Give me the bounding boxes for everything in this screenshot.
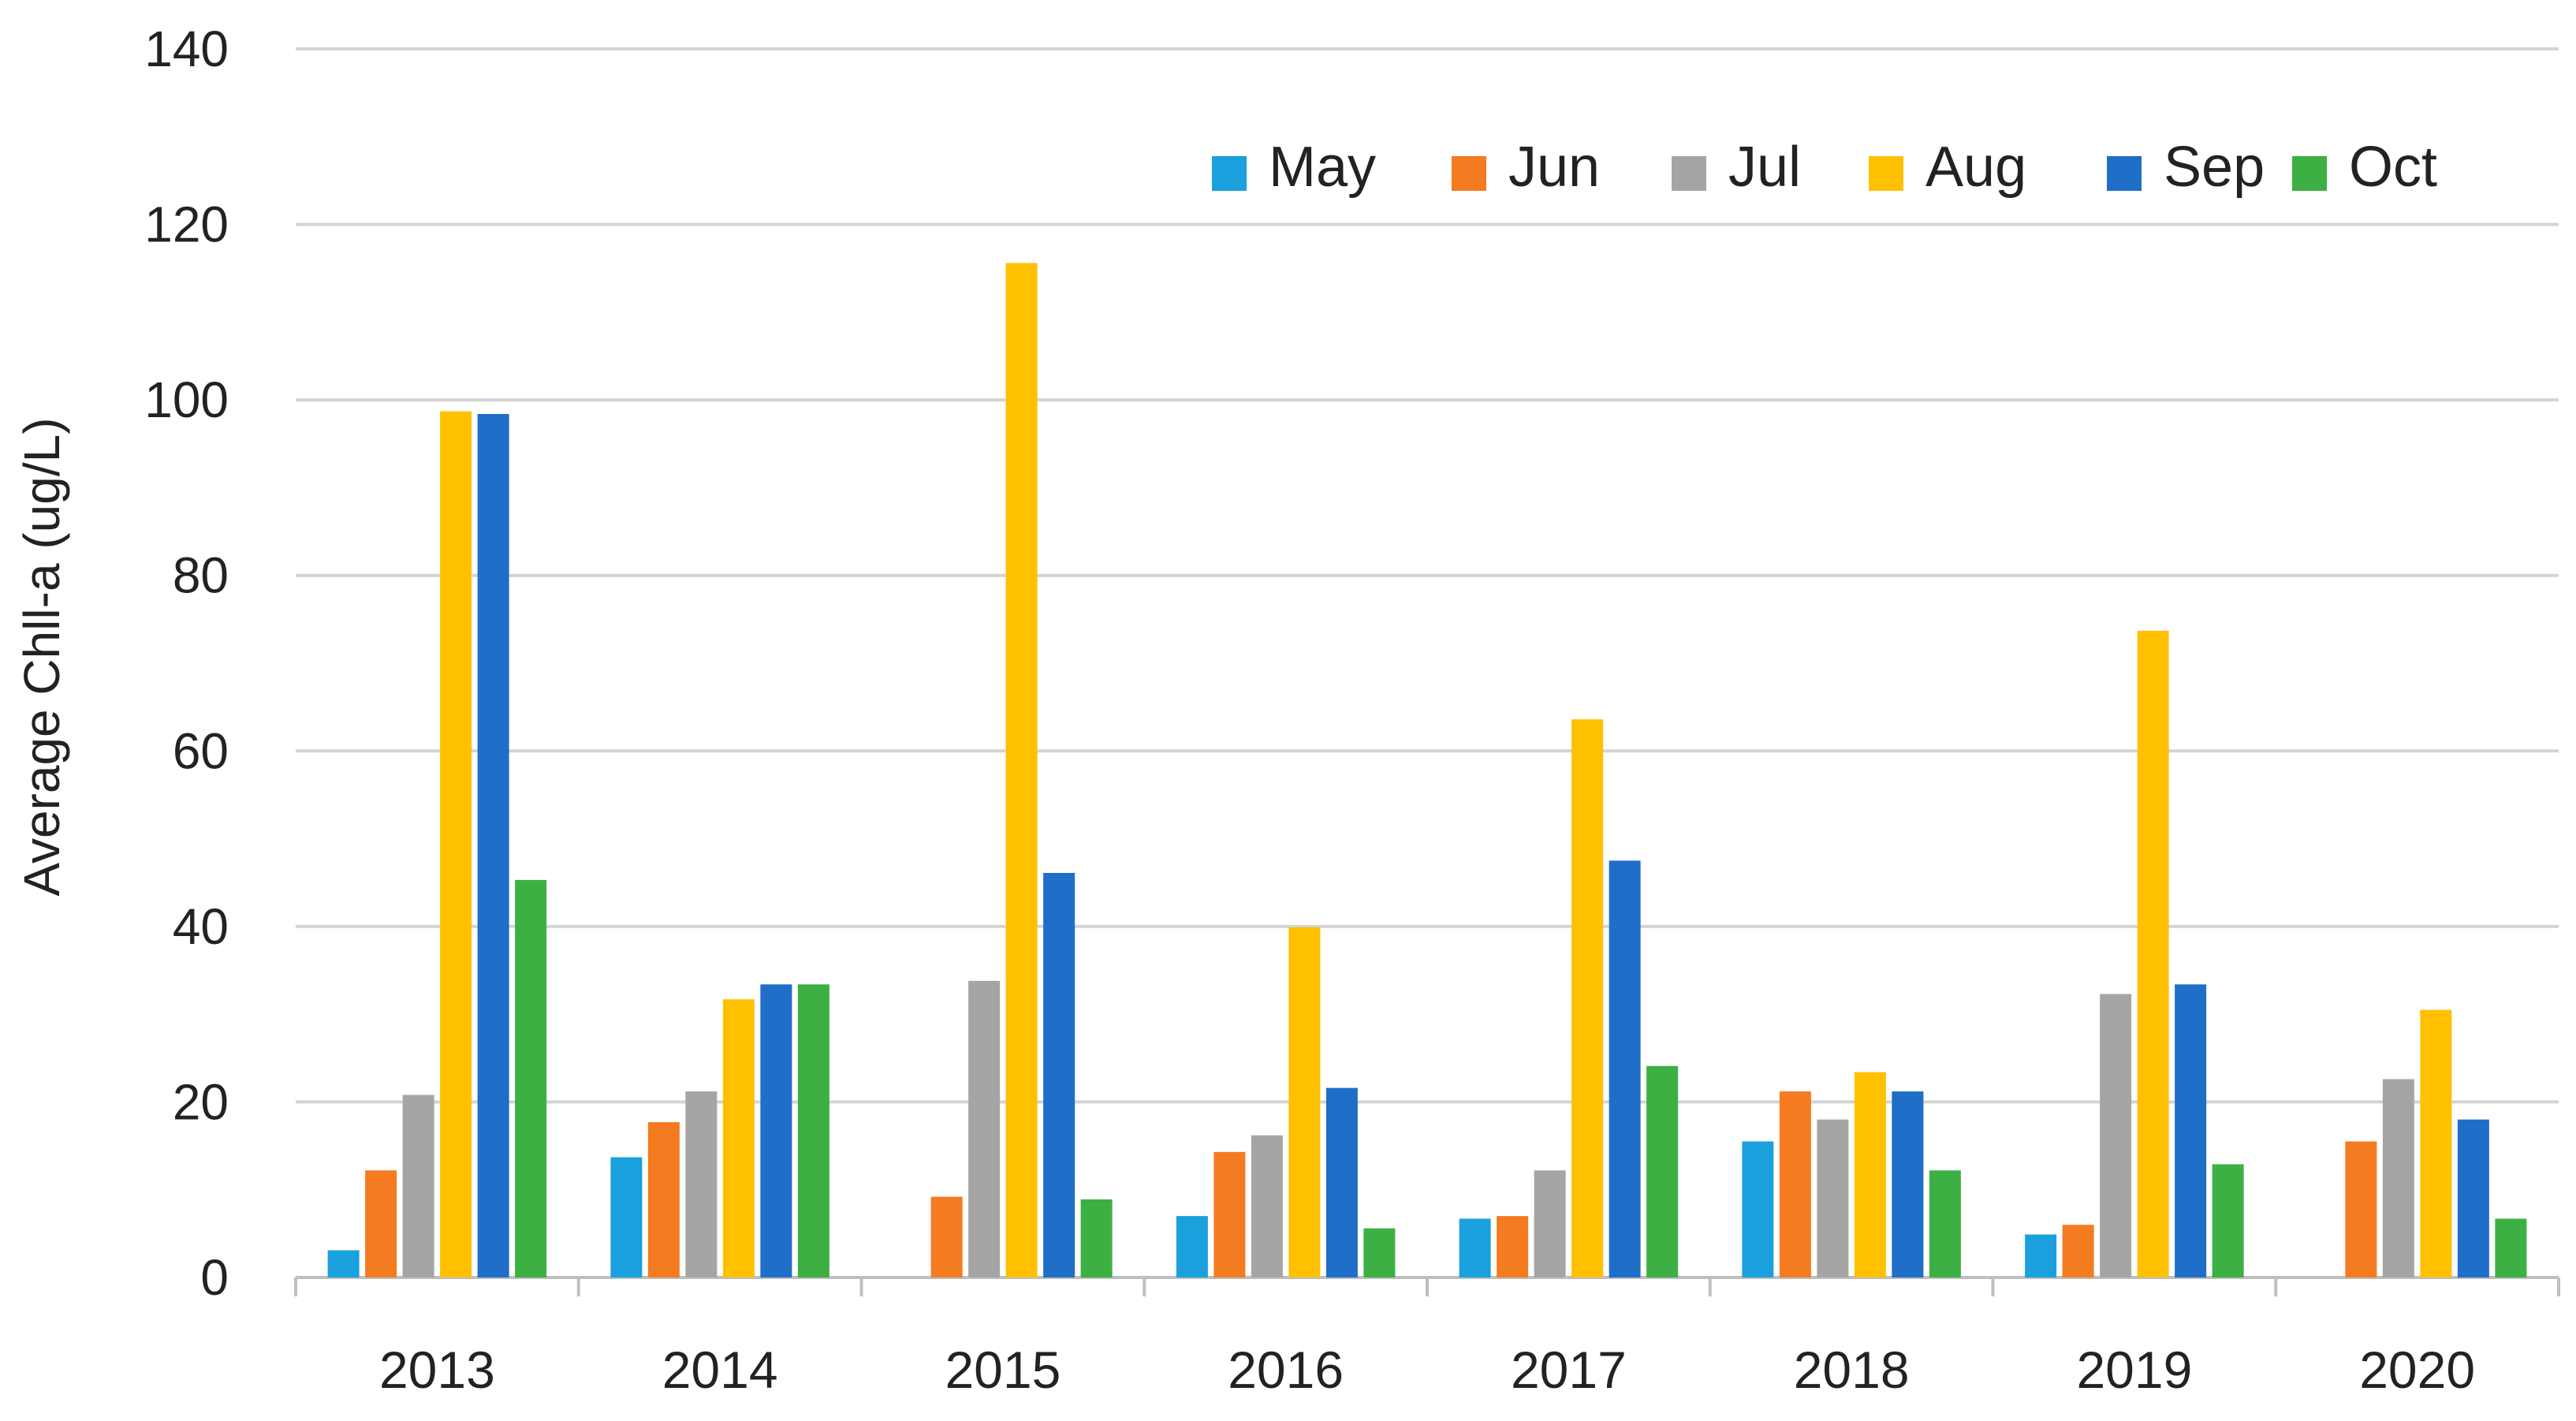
bar-jun-2013 [365, 1170, 397, 1277]
x-tick-label: 2015 [945, 1341, 1061, 1399]
bar-sep-2014 [760, 984, 792, 1277]
legend-swatch-aug [1869, 156, 1903, 191]
legend-label-jul: Jul [1728, 136, 1801, 199]
y-tick-label: 120 [144, 196, 229, 253]
bar-jun-2014 [647, 1122, 680, 1277]
bar-jun-2015 [930, 1196, 963, 1277]
bar-jul-2014 [685, 1091, 718, 1277]
y-tick-label: 20 [173, 1073, 229, 1130]
bar-jul-2017 [1534, 1170, 1566, 1277]
legend-swatch-jul [1672, 156, 1706, 191]
x-tick-label: 2013 [379, 1341, 495, 1399]
legend-swatch-oct [2292, 156, 2327, 191]
y-axis-label: Average Chll-a (ug/L) [13, 417, 70, 896]
bar-oct-2018 [1929, 1170, 1961, 1277]
bar-oct-2013 [515, 879, 547, 1277]
bar-jun-2017 [1497, 1216, 1529, 1277]
gridlines [296, 47, 2559, 1104]
x-tick-label: 2018 [1794, 1341, 1910, 1399]
y-tick-labels: 0 20 40 60 80 100 120 140 [144, 21, 229, 1306]
bar-jul-2020 [2382, 1079, 2414, 1277]
bar-oct-2015 [1080, 1199, 1113, 1277]
bar-may-2017 [1459, 1218, 1491, 1277]
bar-may-2019 [2025, 1234, 2057, 1277]
bar-may-2013 [327, 1250, 360, 1277]
x-tick-label: 2019 [2076, 1341, 2192, 1399]
bar-jul-2018 [1817, 1119, 1849, 1277]
y-tick-label: 80 [173, 547, 229, 604]
bar-aug-2014 [722, 999, 755, 1277]
bar-sep-2013 [477, 413, 509, 1278]
x-tick-label: 2016 [1228, 1341, 1344, 1399]
bar-may-2016 [1176, 1216, 1208, 1277]
legend-swatch-may [1212, 156, 1247, 191]
x-tick-label: 2020 [2359, 1341, 2475, 1399]
bar-jun-2016 [1213, 1151, 1246, 1277]
y-tick-label: 60 [173, 722, 229, 779]
bar-sep-2019 [2175, 984, 2207, 1277]
bar-oct-2019 [2212, 1164, 2244, 1277]
bar-sep-2016 [1325, 1087, 1358, 1277]
bar-sep-2020 [2457, 1119, 2489, 1277]
bars [327, 263, 2527, 1278]
legend-label-oct: Oct [2349, 136, 2437, 199]
bar-sep-2018 [1892, 1091, 1924, 1277]
bar-oct-2014 [797, 984, 829, 1277]
x-axis: 2013 2014 2015 2016 2017 2018 2019 2020 [294, 1276, 2560, 1399]
bar-jul-2016 [1251, 1135, 1283, 1277]
bar-aug-2015 [1005, 263, 1038, 1278]
legend-label-may: May [1269, 136, 1376, 199]
y-tick-label: 40 [173, 898, 229, 955]
bar-jul-2015 [968, 980, 1001, 1277]
bar-oct-2020 [2495, 1218, 2527, 1277]
legend-swatch-jun [1452, 156, 1486, 191]
bar-aug-2016 [1288, 927, 1321, 1277]
bar-may-2018 [1742, 1141, 1774, 1277]
y-tick-label: 140 [144, 21, 229, 77]
legend-label-sep: Sep [2164, 136, 2265, 199]
bar-jul-2013 [402, 1095, 434, 1277]
bar-sep-2017 [1609, 860, 1641, 1277]
bar-jul-2019 [2100, 994, 2132, 1277]
bar-may-2014 [610, 1157, 643, 1277]
legend-swatch-sep [2107, 156, 2142, 191]
y-tick-label: 100 [144, 371, 229, 428]
bar-sep-2015 [1043, 872, 1076, 1277]
x-tick-label: 2014 [662, 1341, 778, 1399]
legend-label-jun: Jun [1508, 136, 1600, 199]
bar-aug-2013 [440, 411, 472, 1277]
legend-label-aug: Aug [1925, 136, 2026, 199]
bar-aug-2019 [2137, 630, 2169, 1277]
bar-aug-2017 [1571, 719, 1604, 1277]
legend: May Jun Jul Aug Sep Oct [1212, 136, 2437, 199]
bar-jun-2018 [1779, 1091, 1811, 1277]
bar-aug-2018 [1854, 1072, 1886, 1277]
y-tick-label: 0 [200, 1249, 229, 1306]
bar-oct-2017 [1646, 1065, 1679, 1277]
bar-aug-2020 [2420, 1009, 2452, 1277]
bar-jun-2019 [2062, 1225, 2094, 1277]
bar-oct-2016 [1363, 1228, 1396, 1277]
bar-jun-2020 [2345, 1141, 2377, 1277]
x-tick-label: 2017 [1511, 1341, 1627, 1399]
